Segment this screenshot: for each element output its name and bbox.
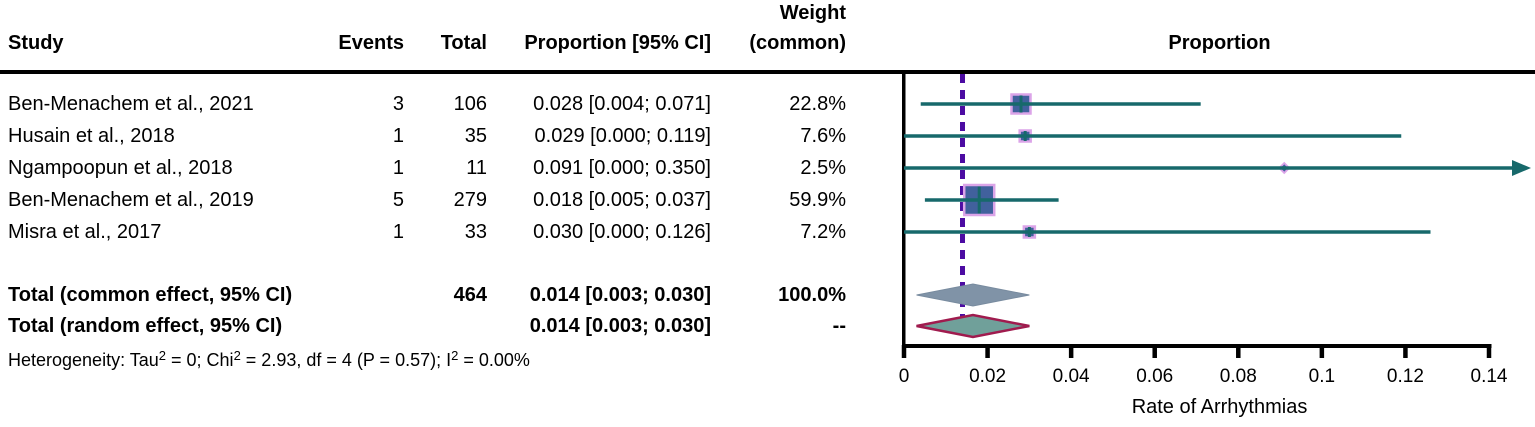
study-name: Ben-Menachem et al., 2019 <box>8 189 254 211</box>
proportion-ci: 0.018 [0.005; 0.037] <box>533 189 711 211</box>
estimate-tick <box>977 186 981 214</box>
forest-plot-svg: 0 0.02 0.04 0.06 0.08 0.1 0.12 0.14 <box>899 72 1531 387</box>
het-part: Heterogeneity: Tau <box>8 350 159 370</box>
total-common-n: 464 <box>453 284 487 306</box>
total-random-proportion: 0.014 [0.003; 0.030] <box>529 315 711 337</box>
x-axis-line <box>902 344 1492 348</box>
study-name: Husain et al., 2018 <box>8 125 175 147</box>
plot-y-axis-line <box>902 72 906 348</box>
total-random-weight: -- <box>832 315 846 337</box>
study-name: Ben-Menachem et al., 2021 <box>8 93 254 115</box>
events-value: 1 <box>392 221 404 243</box>
x-tick-label: 0.08 <box>1220 366 1257 387</box>
proportion-ci: 0.030 [0.000; 0.126] <box>533 221 711 243</box>
proportion-ci: 0.028 [0.004; 0.071] <box>533 93 711 115</box>
weight-value: 2.5% <box>800 157 846 179</box>
weight-value: 59.9% <box>789 189 846 211</box>
events-value: 3 <box>392 93 404 115</box>
het-part: = 0; Chi <box>166 350 234 370</box>
het-part: = 2.93, df = 4 (P = 0.57); I <box>240 350 452 370</box>
column-header-study: Study <box>8 32 64 54</box>
heterogeneity-text: Heterogeneity: Tau2 = 0; Chi2 = 2.93, df… <box>8 343 530 370</box>
x-tick-label: 0.04 <box>1053 366 1090 387</box>
het-superscript: 2 <box>451 348 459 363</box>
estimate-tick <box>1023 131 1027 141</box>
total-value: 33 <box>464 221 487 243</box>
total-common-label: Total (common effect, 95% CI) <box>8 284 293 306</box>
x-tick-label: 0.06 <box>1136 366 1173 387</box>
total-value: 106 <box>453 93 487 115</box>
het-superscript: 2 <box>233 348 241 363</box>
study-name: Ngampoopun et al., 2018 <box>8 157 233 179</box>
x-axis-tick <box>1068 345 1074 358</box>
estimate-tick <box>1027 227 1031 237</box>
events-value: 5 <box>392 189 404 211</box>
x-axis-tick <box>1152 345 1157 358</box>
x-tick-label: 0 <box>899 366 910 387</box>
overflow-arrow-icon <box>1512 160 1531 176</box>
x-axis-tick <box>1403 345 1408 358</box>
total-value: 279 <box>453 189 487 211</box>
het-part: = 0.00% <box>458 350 530 370</box>
column-header-events: Events <box>338 32 404 54</box>
x-tick-label: 0.02 <box>969 366 1006 387</box>
pooled-diamond-random <box>916 313 1030 339</box>
x-axis-tick <box>1486 345 1492 358</box>
events-value: 1 <box>392 157 404 179</box>
x-tick-label: 0.14 <box>1471 366 1508 387</box>
x-axis-tick <box>1236 345 1241 358</box>
total-common-proportion: 0.014 [0.003; 0.030] <box>529 284 711 306</box>
column-header-weight-line1: Weight <box>779 2 846 24</box>
proportion-ci: 0.091 [0.000; 0.350] <box>533 157 711 179</box>
column-header-weight-line2: (common) <box>749 32 846 54</box>
estimate-tick <box>1019 95 1023 113</box>
study-name: Misra et al., 2017 <box>8 221 162 243</box>
x-tick-label: 0.1 <box>1309 366 1335 387</box>
column-header-proportion: Proportion [95% CI] <box>524 32 711 54</box>
weight-value: 7.2% <box>800 221 846 243</box>
column-header-total: Total <box>440 32 487 54</box>
header-separator-rule <box>0 70 1535 74</box>
x-axis-tick <box>1319 345 1325 358</box>
x-axis-tick <box>901 345 907 358</box>
x-tick-label: 0.12 <box>1387 366 1424 387</box>
total-common-weight: 100.0% <box>778 284 846 306</box>
pooled-diamond-common <box>916 283 1030 307</box>
x-axis-tick <box>985 345 990 358</box>
total-value: 11 <box>466 157 487 179</box>
x-axis-title: Rate of Arrhythmias <box>1131 396 1308 418</box>
events-value: 1 <box>392 125 404 147</box>
total-value: 35 <box>464 125 487 147</box>
proportion-ci: 0.029 [0.000; 0.119] <box>534 125 711 147</box>
weight-value: 7.6% <box>800 125 846 147</box>
weight-value: 22.8% <box>789 93 846 115</box>
het-superscript: 2 <box>158 348 167 363</box>
plot-title: Proportion <box>1168 32 1271 54</box>
total-random-label: Total (random effect, 95% CI) <box>8 315 283 337</box>
